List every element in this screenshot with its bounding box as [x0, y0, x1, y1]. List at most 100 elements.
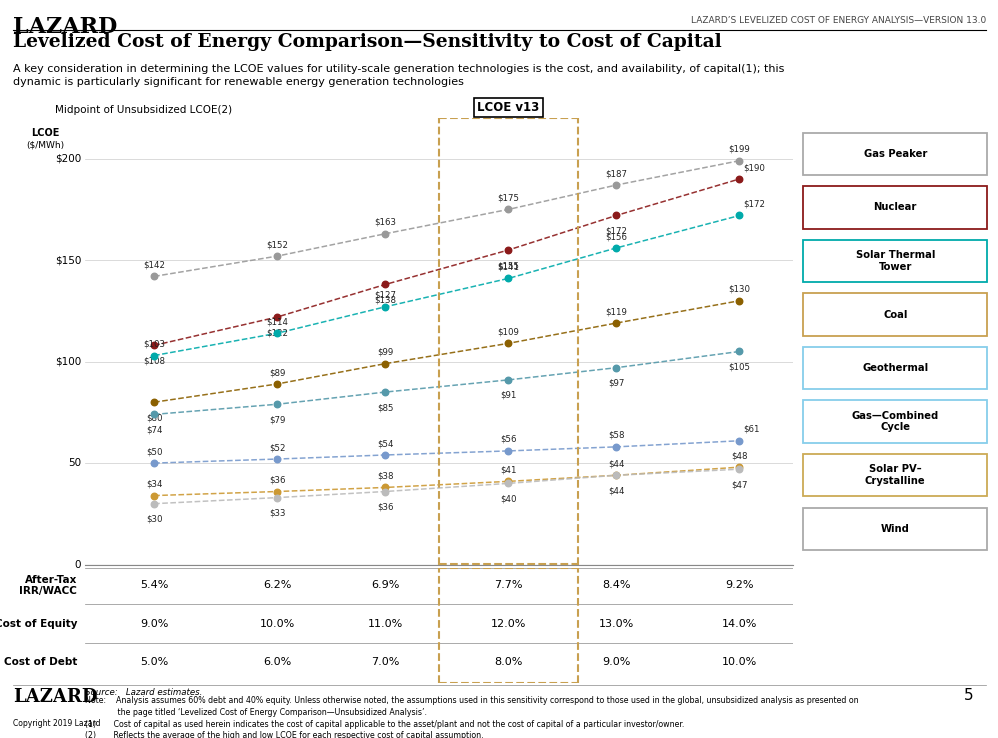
Text: $79: $79 [269, 415, 285, 424]
Point [377, 279, 393, 291]
Text: $48: $48 [732, 451, 748, 461]
Point [500, 445, 516, 457]
Text: Geothermal: Geothermal [862, 363, 928, 373]
Text: $89: $89 [269, 368, 285, 377]
Text: $141: $141 [497, 263, 519, 272]
Text: $172: $172 [744, 199, 765, 209]
FancyBboxPatch shape [803, 240, 987, 282]
Text: $41: $41 [500, 466, 517, 475]
Text: $114: $114 [266, 317, 288, 326]
Point [269, 328, 285, 339]
Point [269, 453, 285, 465]
Text: $50: $50 [146, 447, 163, 456]
Text: $36: $36 [377, 503, 393, 511]
Text: 10.0%: 10.0% [259, 618, 295, 629]
Text: LAZARD: LAZARD [13, 688, 98, 706]
Point [377, 449, 393, 461]
Point [377, 482, 393, 494]
Point [732, 461, 748, 473]
Point [608, 469, 625, 481]
FancyBboxPatch shape [803, 347, 987, 390]
Text: After-Tax
IRR/WACC: After-Tax IRR/WACC [19, 575, 77, 596]
FancyBboxPatch shape [803, 401, 987, 443]
Text: $155: $155 [497, 261, 519, 270]
Text: 13.0%: 13.0% [599, 618, 634, 629]
Text: $97: $97 [608, 379, 625, 388]
Point [146, 409, 162, 421]
Point [500, 204, 516, 215]
Point [608, 469, 625, 481]
Text: $44: $44 [608, 486, 625, 495]
Point [146, 396, 162, 408]
Text: $152: $152 [266, 240, 288, 249]
Point [377, 301, 393, 313]
Text: $108: $108 [143, 356, 165, 365]
Point [732, 294, 748, 307]
Point [377, 358, 393, 370]
Point [608, 441, 625, 453]
Point [608, 362, 625, 373]
Text: $119: $119 [606, 307, 627, 316]
Text: $34: $34 [146, 480, 163, 489]
Text: A key consideration in determining the LCOE values for utility-scale generation : A key consideration in determining the L… [13, 64, 784, 75]
Text: 50: 50 [68, 458, 81, 468]
Text: LCOE v13: LCOE v13 [477, 101, 540, 114]
Text: $44: $44 [608, 459, 625, 469]
Text: $61: $61 [744, 425, 760, 434]
Point [608, 210, 625, 221]
Text: Gas—Combined
Cycle: Gas—Combined Cycle [851, 411, 939, 432]
Text: 5.0%: 5.0% [140, 657, 169, 666]
Text: $54: $54 [377, 439, 393, 448]
FancyBboxPatch shape [803, 186, 987, 229]
Text: 12.0%: 12.0% [491, 618, 526, 629]
Point [377, 228, 393, 240]
Text: $105: $105 [729, 362, 750, 372]
Text: $74: $74 [146, 426, 163, 435]
Text: Cost of Equity: Cost of Equity [0, 618, 77, 629]
Point [608, 179, 625, 191]
Text: $127: $127 [374, 291, 396, 300]
Point [146, 350, 162, 362]
Text: Gas Peaker: Gas Peaker [863, 149, 927, 159]
Point [732, 463, 748, 475]
FancyBboxPatch shape [10, 117, 81, 153]
Text: Copyright 2019 Lazard: Copyright 2019 Lazard [13, 720, 101, 728]
Text: $99: $99 [377, 348, 393, 356]
Point [732, 173, 748, 185]
Point [500, 337, 516, 349]
Text: 5.4%: 5.4% [140, 580, 169, 590]
Text: 5: 5 [963, 688, 973, 703]
Text: $58: $58 [608, 431, 625, 440]
Text: ($/MWh): ($/MWh) [26, 140, 65, 149]
Text: $91: $91 [500, 391, 517, 400]
Text: $40: $40 [500, 494, 517, 503]
Point [269, 486, 285, 497]
Text: Wind: Wind [881, 524, 909, 534]
Point [500, 272, 516, 284]
Point [500, 374, 516, 386]
Text: Solar PV–
Crystalline: Solar PV– Crystalline [865, 464, 925, 486]
Text: $172: $172 [605, 227, 628, 235]
Point [377, 486, 393, 497]
Point [146, 270, 162, 282]
Point [732, 210, 748, 221]
Text: Levelized Cost of Energy Comparison—Sensitivity to Cost of Capital: Levelized Cost of Energy Comparison—Sens… [13, 33, 722, 51]
Text: $187: $187 [605, 169, 628, 178]
Point [500, 477, 516, 489]
Text: 8.4%: 8.4% [602, 580, 631, 590]
Text: $30: $30 [146, 515, 163, 524]
Point [269, 492, 285, 503]
Text: $156: $156 [605, 232, 628, 241]
Text: $138: $138 [374, 296, 396, 305]
Text: Midpoint of Unsubsidized LCOE(2): Midpoint of Unsubsidized LCOE(2) [55, 105, 232, 115]
Text: $122: $122 [266, 328, 288, 337]
Text: 6.0%: 6.0% [263, 657, 291, 666]
Text: Coal: Coal [883, 309, 907, 320]
Text: 14.0%: 14.0% [722, 618, 757, 629]
Text: 11.0%: 11.0% [367, 618, 403, 629]
Text: 9.0%: 9.0% [602, 657, 631, 666]
Text: $150: $150 [55, 255, 81, 265]
Text: $109: $109 [497, 328, 519, 337]
Text: Solar Thermal
Tower: Solar Thermal Tower [855, 250, 935, 272]
Point [269, 250, 285, 262]
